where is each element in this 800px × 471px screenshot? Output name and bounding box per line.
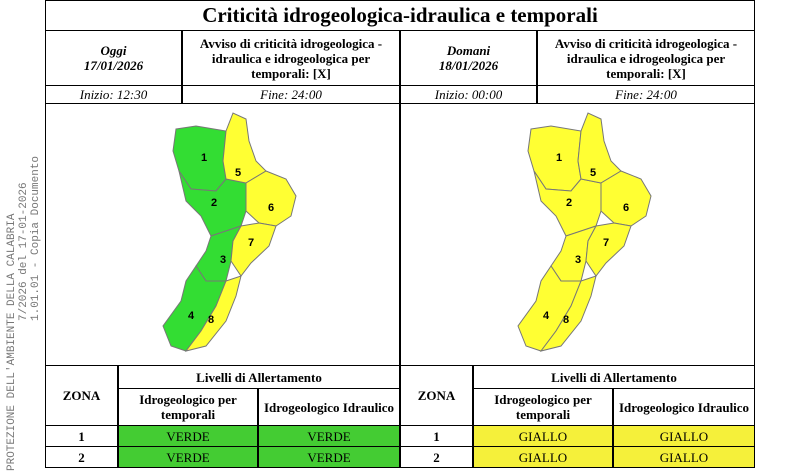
end-time: Fine: 24:00 (537, 85, 755, 104)
zone-cell: 1 (400, 425, 473, 447)
zone-header: ZONA (400, 365, 473, 426)
zone (539, 275, 597, 352)
zone (222, 112, 267, 184)
zone-label: 4 (188, 310, 195, 322)
zone-label: 5 (235, 167, 241, 179)
watermark-line: 1.01.01 - Copia Documento (30, 155, 42, 321)
title: Criticità idrogeologica-idraulica e temp… (45, 0, 755, 31)
zone-label: 2 (566, 197, 572, 209)
map-area: 1 2 3 4 5 6 7 8 (45, 103, 400, 366)
level-cell: VERDE (118, 425, 258, 447)
column-header: Idrogeologico Idraulico (613, 388, 755, 426)
day: Domani (446, 43, 491, 58)
level-cell: GIALLO (613, 446, 755, 468)
column-header: Idrogeologico Idraulico (258, 388, 400, 426)
day: Oggi (100, 43, 127, 58)
map: 1 2 3 4 5 6 7 8 (517, 112, 652, 352)
map-area: 1 2 3 4 5 6 7 8 (400, 103, 755, 366)
zone (585, 222, 632, 277)
zone (245, 170, 297, 227)
level-cell: GIALLO (473, 446, 613, 468)
zone-cell: 1 (45, 425, 118, 447)
date: 18/01/2026 (438, 58, 499, 73)
zone (184, 275, 242, 352)
levels-header: Livelli di Allertamento (118, 365, 400, 389)
watermark: PROTEZIONE DELL'AMBIENTE DELLA CALABRIA 7… (6, 156, 42, 471)
start-time: Inizio: 12:30 (45, 85, 182, 104)
day-cell: Oggi 17/01/2026 (45, 30, 182, 86)
zone-label: 8 (563, 314, 569, 326)
watermark-line: 7/2026 del 17-01-2026 (18, 182, 30, 321)
zone-label: 2 (211, 197, 217, 209)
zone-label: 7 (603, 237, 609, 249)
end-time: Fine: 24:00 (182, 85, 400, 104)
day-cell: Domani 18/01/2026 (400, 30, 537, 86)
zone-header: ZONA (45, 365, 118, 426)
zone-label: 1 (201, 152, 207, 164)
zone-label: 3 (220, 254, 226, 266)
level-cell: VERDE (258, 446, 400, 468)
zone-label: 6 (623, 202, 629, 214)
zone (230, 222, 277, 277)
zone-label: 8 (208, 314, 214, 326)
start-time: Inizio: 00:00 (400, 85, 537, 104)
zone-label: 1 (556, 152, 562, 164)
notice: Avviso di criticità idrogeologica - idra… (182, 30, 400, 86)
zone-label: 6 (268, 202, 274, 214)
level-cell: GIALLO (613, 425, 755, 447)
watermark-line: PROTEZIONE DELL'AMBIENTE DELLA CALABRIA (6, 213, 18, 471)
zone-label: 5 (590, 167, 596, 179)
zone-label: 7 (248, 237, 254, 249)
column-header: Idrogeologico per temporali (118, 388, 258, 426)
notice: Avviso di criticità idrogeologica - idra… (537, 30, 755, 86)
level-cell: GIALLO (473, 425, 613, 447)
zone (600, 170, 652, 227)
map: 1 2 3 4 5 6 7 8 (162, 112, 297, 352)
zone-label: 4 (543, 310, 550, 322)
column-header: Idrogeologico per temporali (473, 388, 613, 426)
level-cell: VERDE (258, 425, 400, 447)
zone-label: 3 (575, 254, 581, 266)
level-cell: VERDE (118, 446, 258, 468)
levels-header: Livelli di Allertamento (473, 365, 755, 389)
zone-cell: 2 (45, 446, 118, 468)
zone-cell: 2 (400, 446, 473, 468)
zone (577, 112, 622, 184)
date: 17/01/2026 (83, 58, 144, 73)
